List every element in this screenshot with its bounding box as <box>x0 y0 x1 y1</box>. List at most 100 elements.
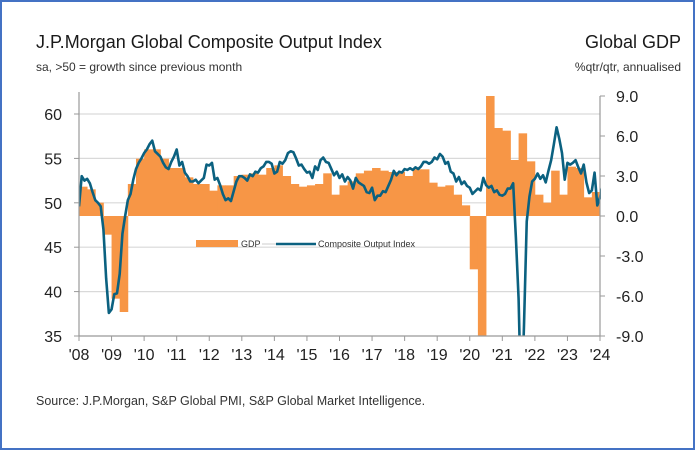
gdp-bar <box>575 168 585 216</box>
gdp-bar <box>453 194 463 216</box>
gdp-bar <box>298 186 308 216</box>
x-tick-label: '15 <box>297 347 318 364</box>
right-tick-label: 3.0 <box>616 169 638 186</box>
right-tick-label: 0.0 <box>616 209 638 226</box>
gdp-bar <box>111 216 121 299</box>
gdp-bar <box>469 216 479 270</box>
gdp-bar <box>412 169 422 216</box>
left-tick-label: 35 <box>44 329 62 346</box>
x-tick-label: '22 <box>524 347 545 364</box>
gdp-bar <box>119 216 129 312</box>
gdp-bar <box>249 173 259 216</box>
x-tick-label: '16 <box>329 347 350 364</box>
x-tick-label: '24 <box>590 347 611 364</box>
gdp-bar <box>87 189 96 216</box>
gdp-bar <box>274 165 283 216</box>
gdp-bar <box>437 186 446 216</box>
gdp-bar <box>445 185 454 216</box>
source-note: Source: J.P.Morgan, S&P Global PMI, S&P … <box>36 394 426 408</box>
gdp-bar <box>95 202 104 216</box>
gdp-bar <box>144 149 153 216</box>
gdp-bar <box>461 205 471 216</box>
gdp-bar <box>388 172 397 216</box>
right-tick-label: -6.0 <box>616 289 644 306</box>
gdp-bar <box>543 202 552 216</box>
composite-output-line <box>79 126 601 336</box>
gdp-bar <box>380 170 389 216</box>
gdp-bar <box>502 130 511 216</box>
gdp-bar <box>201 184 210 216</box>
axes: 60 55 50 45 40 35 9.0 6.0 3.0 0.0 -3.0 -6.0 -9.0 '08 '… <box>44 89 643 364</box>
gdp-bar <box>396 172 406 216</box>
right-tick-label: -3.0 <box>616 249 644 266</box>
gdp-bar <box>477 216 487 336</box>
legend-label-composite: Composite Output Index <box>318 239 416 249</box>
gdp-bar <box>79 186 88 216</box>
x-tick-label: '20 <box>459 347 480 364</box>
gdp-bar <box>176 168 186 216</box>
gdp-bar <box>160 158 169 216</box>
left-tick-label: 40 <box>44 285 62 302</box>
gdp-bar <box>241 174 251 216</box>
x-tick-label: '08 <box>69 347 90 364</box>
gdp-bar <box>233 176 243 216</box>
gdp-bar <box>217 185 226 216</box>
gdp-bar <box>518 133 528 216</box>
gdp-bar <box>209 190 218 216</box>
chart-title: J.P.Morgan Global Composite Output Index <box>36 32 382 52</box>
x-tick-label: '23 <box>557 347 578 364</box>
gdp-bar <box>266 168 275 216</box>
right-tick-label: 9.0 <box>616 89 638 106</box>
legend-label-gdp: GDP <box>241 239 261 249</box>
legend-swatch-gdp <box>196 240 238 247</box>
right-axis-title: Global GDP <box>584 32 681 52</box>
gdp-bar <box>315 184 324 216</box>
gdp-bar <box>192 184 202 216</box>
right-tick-label: 6.0 <box>616 129 638 146</box>
x-tick-label: '10 <box>134 347 155 364</box>
gdp-bars <box>79 96 601 336</box>
x-tick-label: '11 <box>167 347 187 364</box>
gdp-bar <box>486 96 495 216</box>
gdp-bar <box>567 166 576 216</box>
legend: GDP Composite Output Index <box>196 239 416 249</box>
gdp-bar <box>510 160 519 216</box>
left-tick-label: 55 <box>44 151 62 168</box>
gdp-bar <box>583 197 593 216</box>
gdp-bar <box>282 176 292 216</box>
gdp-bar <box>152 149 161 216</box>
x-tick-label: '18 <box>394 347 415 364</box>
gdp-bar <box>372 168 381 216</box>
left-tick-label: 45 <box>44 240 62 257</box>
gdp-bar <box>404 176 414 216</box>
gdp-bar <box>258 174 267 216</box>
x-tick-label: '12 <box>199 347 220 364</box>
gdp-bar <box>420 169 430 216</box>
gdp-bar <box>306 185 316 216</box>
gdp-bar <box>331 194 340 216</box>
gdp-bar <box>339 185 349 216</box>
right-axis-subtitle: %qtr/qtr, annualised <box>574 60 681 74</box>
left-tick-label: 60 <box>44 107 62 124</box>
gdp-bar <box>184 177 194 216</box>
x-tick-label: '09 <box>101 347 122 364</box>
x-tick-label: '21 <box>492 347 513 364</box>
gdp-bar <box>347 181 357 216</box>
gdp-bar <box>135 158 145 216</box>
gdp-bar <box>103 216 112 235</box>
gdp-bar <box>168 168 178 216</box>
gdp-bar <box>127 184 137 216</box>
x-tick-label: '13 <box>231 347 252 364</box>
gdp-bar <box>429 182 438 216</box>
composite-line <box>79 126 601 336</box>
x-tick-label: '17 <box>362 347 383 364</box>
gdp-bar <box>355 173 365 216</box>
chart-subtitle: sa, >50 = growth since previous month <box>36 60 243 74</box>
gdp-bar <box>534 194 544 216</box>
right-tick-label: -9.0 <box>616 329 644 346</box>
gdp-bar <box>290 184 300 216</box>
left-tick-label: 50 <box>44 196 62 213</box>
gdp-bar <box>323 173 332 216</box>
gdp-bar <box>494 128 503 216</box>
